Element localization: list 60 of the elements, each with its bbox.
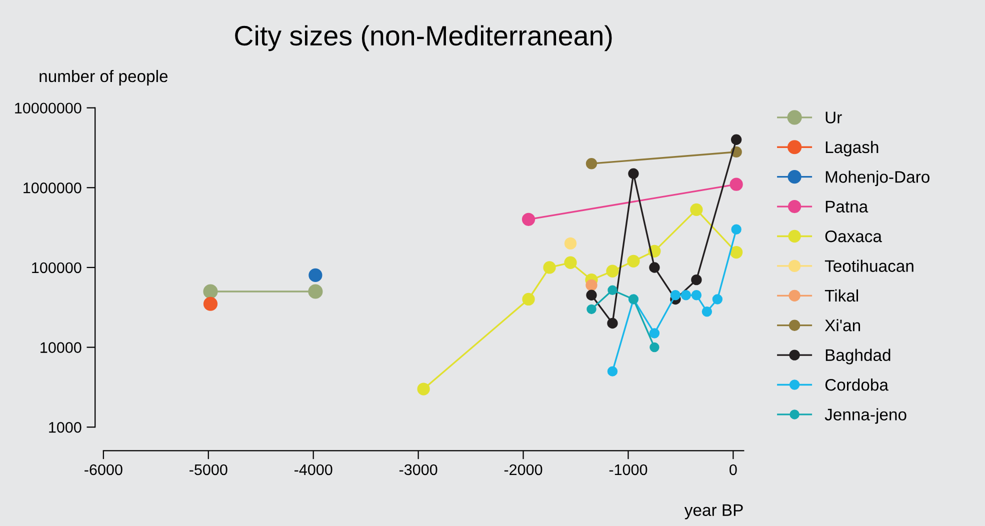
point [586, 158, 598, 170]
chart-title: City sizes (non-Mediterranean) [235, 25, 612, 52]
point [564, 256, 577, 269]
legend-label: Tikal [824, 289, 858, 302]
y-tick-label: 1000 [49, 422, 82, 433]
legend-label: Jenna-jeno [824, 408, 906, 424]
point [608, 285, 618, 295]
point [731, 224, 742, 234]
point [606, 264, 619, 278]
point [680, 290, 692, 300]
point [543, 261, 556, 274]
point [691, 290, 702, 300]
point [522, 212, 536, 226]
x-tick-label: 0 [730, 464, 737, 476]
legend-label: Lagash [826, 140, 878, 156]
point [730, 246, 743, 259]
x-tick-label: -2000 [504, 464, 542, 476]
legend-label: Patna [826, 200, 868, 213]
point [650, 342, 660, 352]
y-tick-label: 1000000 [24, 182, 82, 194]
point [522, 292, 535, 306]
point [649, 328, 660, 338]
point [730, 178, 743, 191]
legend-label: Xi'an [824, 319, 860, 332]
point [627, 254, 640, 268]
x-tick-label: -5000 [190, 464, 228, 476]
point [203, 284, 218, 299]
point [564, 237, 577, 250]
legend-label: Mohenjo-Daro [826, 170, 930, 186]
point [607, 318, 618, 329]
legend-label: Oaxaca [825, 230, 882, 242]
point [607, 366, 618, 376]
y-tick-label: 10000 [40, 342, 82, 353]
point [690, 203, 703, 216]
point [670, 290, 681, 300]
legend-label: Ur [826, 112, 842, 124]
y-tick-label: 10000000 [15, 102, 82, 114]
point [628, 168, 639, 179]
x-tick-label: -3000 [399, 464, 438, 476]
point [691, 274, 702, 286]
point [308, 284, 323, 299]
legend-label: Cordoba [825, 378, 888, 391]
legend-label: Teotihuacan [824, 260, 914, 272]
x-tick-label: -4000 [294, 464, 332, 476]
x-axis-title: year BP [684, 504, 743, 520]
y-axis-title: number of people [40, 70, 168, 86]
point [586, 279, 598, 292]
legend-label: Baghdad [826, 348, 890, 364]
point [203, 296, 218, 311]
point [308, 268, 322, 282]
point [417, 382, 430, 396]
point [702, 306, 712, 317]
point [730, 134, 742, 145]
x-tick-label: -1000 [609, 464, 648, 476]
x-tick-label: -6000 [84, 464, 122, 476]
point [649, 262, 660, 273]
y-tick-label: 100000 [32, 262, 82, 274]
point [712, 294, 723, 304]
point [586, 290, 597, 300]
point [586, 304, 596, 314]
